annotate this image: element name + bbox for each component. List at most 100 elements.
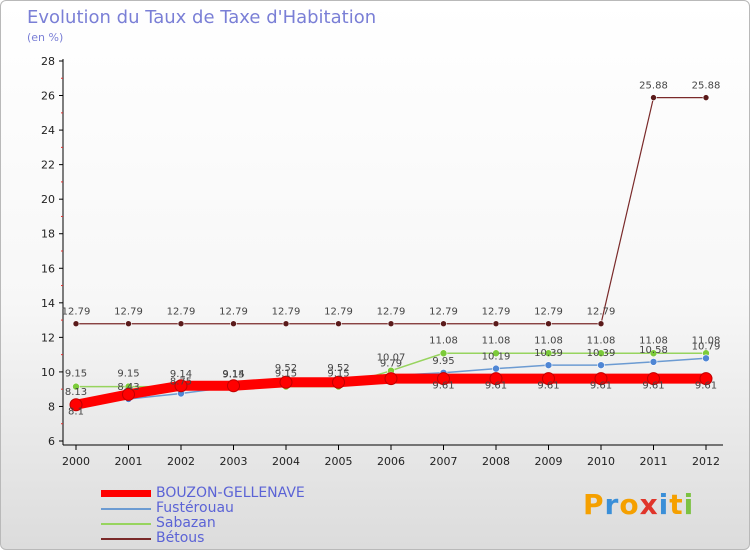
data-label-sabazan: 9.14 — [170, 369, 192, 380]
chart-legend: BOUZON-GELLENAVE Fustérouau Sabazan Béto… — [101, 485, 361, 547]
legend-label-bouzon: BOUZON-GELLENAVE — [156, 485, 305, 501]
data-point-betous — [650, 94, 657, 101]
data-point-betous — [440, 320, 447, 328]
logo-letter: t — [669, 488, 684, 521]
data-point-bouzon — [227, 379, 240, 393]
data-point-bouzon — [699, 372, 713, 386]
logo-letter: i — [683, 488, 695, 521]
chart-unit-label: (en %) — [27, 31, 64, 44]
data-point-betous — [72, 320, 80, 328]
chart-title: Evolution du Taux de Taxe d'Habitation — [27, 7, 377, 28]
y-tick-label: 14 — [41, 297, 55, 310]
logo-letter: P — [583, 488, 605, 521]
data-point-fusterouau — [597, 361, 605, 369]
data-point-betous — [387, 320, 395, 328]
data-point-sabazan — [544, 349, 553, 358]
logo-letter: i — [658, 488, 670, 521]
data-point-sabazan — [72, 382, 80, 391]
x-tick-label: 2010 — [587, 455, 615, 468]
logo-letter: r — [604, 488, 620, 521]
data-label-fusterouau: 9.52 — [327, 363, 349, 374]
data-label-fusterouau: 8.43 — [117, 382, 139, 393]
x-tick-label: 2007 — [430, 455, 458, 468]
data-label-sabazan: 9.15 — [327, 369, 349, 380]
data-label-betous: 25.88 — [692, 81, 721, 92]
data-point-bouzon — [542, 372, 555, 386]
data-label-bouzon: 9.61 — [695, 381, 717, 392]
data-point-betous — [545, 320, 552, 328]
legend-item-betous: Bétous — [101, 530, 361, 547]
data-point-bouzon — [279, 375, 293, 389]
series-lines — [69, 94, 713, 412]
x-tick-label: 2005 — [325, 455, 353, 468]
data-label-sabazan: 9.15 — [275, 369, 297, 380]
data-label-sabazan: 11.08 — [639, 335, 668, 346]
data-label-betous: 12.79 — [587, 307, 616, 318]
y-tick-label: 8 — [48, 400, 55, 413]
legend-swatch-fusterouau — [101, 508, 151, 510]
data-label-betous: 12.79 — [114, 307, 143, 318]
data-label-bouzon: 9.61 — [642, 381, 664, 392]
data-point-betous — [125, 320, 132, 328]
x-tick-label: 2012 — [692, 455, 720, 468]
data-label-bouzon: 9.61 — [590, 381, 612, 392]
data-point-betous — [282, 320, 290, 328]
legend-label-fusterouau: Fustérouau — [156, 500, 234, 516]
x-tick-label: 2006 — [377, 455, 405, 468]
data-point-sabazan — [492, 349, 500, 358]
data-point-betous — [177, 320, 185, 328]
data-point-betous — [335, 320, 342, 328]
data-point-betous — [597, 320, 605, 328]
data-label-sabazan: 10.07 — [377, 353, 406, 364]
data-point-betous — [230, 320, 237, 328]
legend-label-betous: Bétous — [156, 530, 205, 546]
y-tick-label: 18 — [41, 228, 55, 241]
data-point-fusterouau — [492, 364, 500, 373]
x-tick-label: 2011 — [640, 455, 668, 468]
x-tick-label: 2000 — [62, 455, 90, 468]
data-point-bouzon — [332, 375, 345, 389]
data-point-bouzon — [489, 372, 503, 386]
data-label-fusterouau: 10.58 — [639, 345, 668, 356]
legend-item-sabazan: Sabazan — [101, 515, 361, 532]
chart-axes: 6 8 10 12 14 16 18 20 22 24 26 28 2000 2001 2002 2003 20… — [41, 55, 723, 468]
data-label-sabazan: 9.15 — [117, 369, 139, 380]
data-label-betous: 12.79 — [219, 307, 248, 318]
x-tick-label: 2009 — [535, 455, 563, 468]
data-point-bouzon — [384, 372, 398, 386]
data-label-betous: 12.79 — [534, 307, 563, 318]
data-point-sabazan — [439, 349, 448, 358]
data-point-bouzon — [122, 387, 135, 401]
data-label-sabazan: 11.08 — [482, 335, 511, 346]
data-point-fusterouau — [702, 354, 710, 363]
data-label-fusterouau: 10.39 — [587, 348, 616, 359]
data-label-betous: 12.79 — [62, 307, 91, 318]
y-tick-label: 24 — [41, 124, 55, 137]
data-label-betous: 12.79 — [272, 307, 301, 318]
data-label-betous: 12.79 — [482, 307, 511, 318]
data-point-sabazan — [649, 349, 658, 358]
data-label-bouzon: 8.1 — [68, 407, 84, 418]
data-point-bouzon — [594, 372, 608, 386]
data-point-sabazan — [597, 349, 605, 358]
data-label-betous: 12.79 — [429, 307, 458, 318]
data-point-betous — [702, 94, 710, 101]
data-label-fusterouau: 10.39 — [534, 348, 563, 359]
x-tick-label: 2002 — [167, 455, 195, 468]
data-label-fusterouau: 10.19 — [482, 352, 511, 363]
legend-item-fusterouau: Fustérouau — [101, 500, 361, 517]
y-tick-label: 26 — [41, 90, 55, 103]
data-point-bouzon — [437, 372, 450, 386]
x-tick-label: 2008 — [482, 455, 510, 468]
data-point-bouzon — [647, 372, 660, 386]
data-label-sabazan: 11.08 — [534, 335, 563, 346]
legend-item-bouzon: BOUZON-GELLENAVE — [101, 485, 361, 502]
data-point-bouzon — [69, 398, 83, 412]
logo-letter: x — [639, 488, 659, 521]
data-label-bouzon: 9.61 — [432, 381, 454, 392]
x-tick-label: 2004 — [272, 455, 300, 468]
y-tick-label: 22 — [41, 159, 55, 172]
data-label-bouzon: 9.61 — [537, 381, 559, 392]
